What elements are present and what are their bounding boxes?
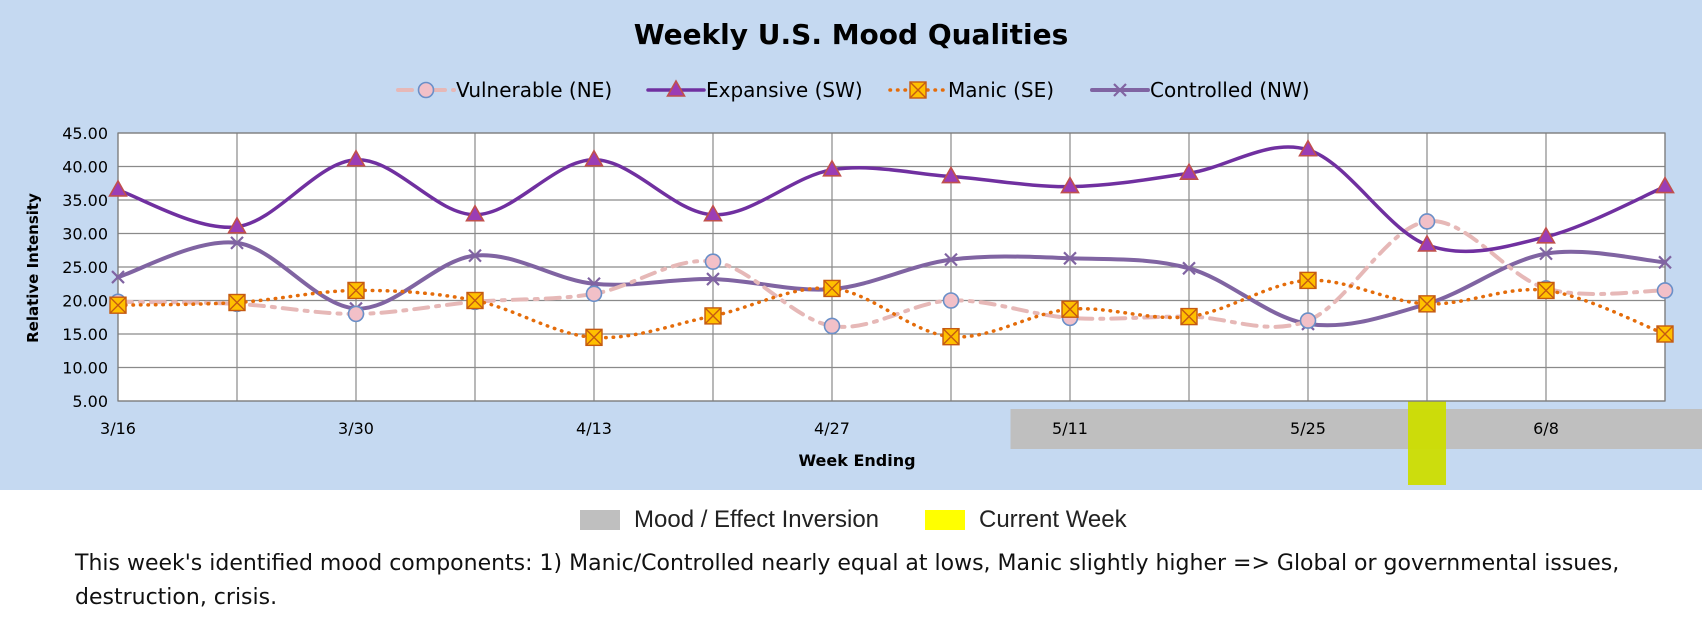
legend-marker-controlled: [1113, 83, 1127, 97]
point-expansive: [1298, 139, 1318, 157]
legend-label-manic: Manic (SE): [948, 78, 1054, 102]
point-manic: [1656, 325, 1674, 343]
y-tick-label: 10.00: [62, 359, 108, 378]
plot-border: [117, 132, 1666, 402]
legend-marker-expansive: [666, 79, 686, 97]
legend-label-controlled: Controlled (NW): [1150, 78, 1310, 102]
point-controlled: [1658, 255, 1672, 270]
x-tick-label: 3/16: [100, 419, 136, 438]
point-expansive: [1060, 175, 1080, 194]
point-manic: [1418, 295, 1436, 313]
point-vulnerable: [704, 253, 722, 270]
point-expansive: [1536, 226, 1556, 244]
x-tick-label: 4/27: [814, 419, 850, 438]
line-chart: Weekly U.S. Mood Qualities Vulnerable (N…: [0, 0, 1702, 490]
point-vulnerable: [942, 292, 960, 309]
point-manic: [228, 293, 246, 312]
point-expansive: [465, 204, 485, 222]
y-tick-label: 45.00: [62, 124, 108, 143]
x-tick-label: 3/30: [338, 419, 374, 438]
x-tick-label: 6/8: [1533, 419, 1559, 438]
y-tick-label: 35.00: [62, 191, 108, 210]
point-vulnerable: [1299, 312, 1317, 329]
legend-label-expansive: Expansive (SW): [706, 78, 863, 102]
chart-title: Weekly U.S. Mood Qualities: [634, 18, 1069, 51]
chart-area: Weekly U.S. Mood Qualities Vulnerable (N…: [0, 0, 1702, 490]
point-expansive: [108, 179, 128, 197]
current-week-band: [1408, 401, 1446, 485]
point-manic: [347, 281, 365, 300]
legend-marker-manic: [909, 81, 927, 99]
point-manic: [942, 327, 960, 346]
point-manic: [1180, 307, 1198, 326]
y-tick-label: 25.00: [62, 258, 108, 277]
current-week-legend: Current Week: [925, 506, 1127, 534]
x-tick-label: 5/25: [1290, 419, 1326, 438]
series-line-manic: [116, 278, 1667, 340]
current-week-legend-label: Current Week: [979, 506, 1127, 533]
point-manic: [1537, 281, 1555, 300]
current-week-swatch: [925, 510, 965, 530]
point-expansive: [1655, 175, 1675, 194]
y-tick-label: 5.00: [72, 392, 108, 411]
point-manic: [1299, 271, 1317, 290]
footer-legend: Mood / Effect Inversion Current Week: [0, 498, 1702, 538]
inversion-swatch: [580, 510, 620, 530]
point-vulnerable: [1656, 282, 1674, 299]
y-tick-label: 30.00: [62, 225, 108, 244]
point-expansive: [1179, 162, 1199, 180]
point-controlled: [706, 272, 720, 286]
inversion-legend: Mood / Effect Inversion: [580, 506, 879, 534]
y-axis-label: Relative Intensity: [24, 193, 42, 343]
point-manic: [109, 296, 127, 314]
y-tick-label: 15.00: [62, 325, 108, 344]
point-expansive: [941, 165, 961, 184]
point-manic: [823, 279, 841, 298]
point-vulnerable: [585, 285, 603, 303]
mood-components-caption: This week's identified mood components: …: [75, 551, 1620, 610]
point-vulnerable: [823, 317, 841, 335]
point-controlled: [230, 236, 244, 250]
point-vulnerable: [347, 305, 365, 323]
point-expansive: [584, 149, 604, 167]
point-manic: [704, 307, 722, 325]
point-controlled: [1182, 261, 1196, 276]
legend-marker-vulnerable: [417, 81, 435, 99]
y-tick-label: 20.00: [62, 292, 108, 311]
x-tick-label: 4/13: [576, 419, 612, 438]
y-tick-label: 40.00: [62, 158, 108, 177]
point-manic: [585, 328, 603, 347]
point-manic: [466, 291, 484, 310]
point-controlled: [111, 270, 125, 284]
point-expansive: [703, 204, 723, 222]
inversion-band: [1010, 409, 1702, 449]
point-controlled: [944, 252, 958, 267]
point-controlled: [1539, 246, 1553, 261]
point-manic: [1061, 300, 1079, 318]
inversion-legend-label: Mood / Effect Inversion: [634, 506, 880, 533]
point-expansive: [346, 149, 366, 167]
point-vulnerable: [1418, 213, 1436, 230]
x-tick-label: 5/11: [1052, 419, 1088, 438]
point-controlled: [468, 248, 482, 263]
legend-label-vulnerable: Vulnerable (NE): [456, 78, 612, 102]
point-expansive: [227, 216, 247, 234]
point-controlled: [1063, 251, 1077, 266]
point-expansive: [822, 159, 842, 177]
point-expansive: [1417, 234, 1437, 252]
x-axis-label: Week Ending: [798, 451, 915, 470]
